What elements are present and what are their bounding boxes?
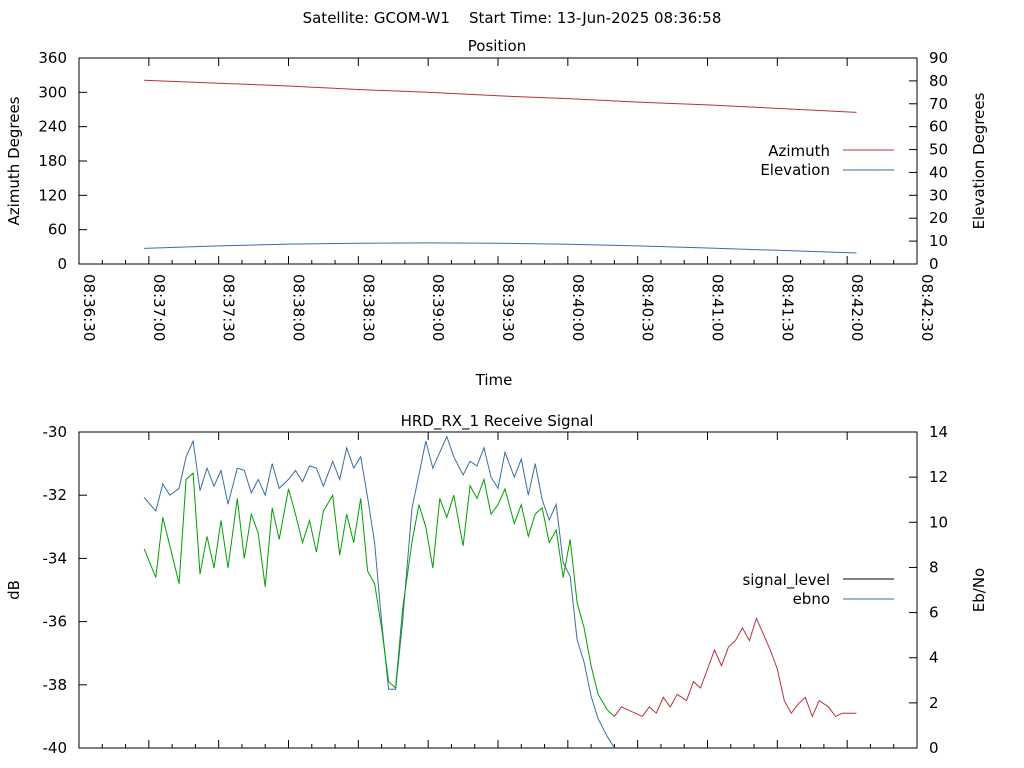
time-tick-label: 08:36:30 <box>80 274 98 341</box>
time-tick-label: 08:39:30 <box>499 274 517 341</box>
ebno-tick-label: 10 <box>929 513 948 531</box>
db-tick-label: -38 <box>43 676 68 694</box>
ebno-series-line <box>143 435 615 749</box>
position-axis-ticks: 0 60 120 180 240 300 360 0 10 20 30 40 50 60 70 80 90 08:… <box>38 49 948 341</box>
ebno-tick-label: 0 <box>929 739 939 757</box>
ebno-tick-label: 2 <box>929 694 939 712</box>
time-tick-label: 08:38:30 <box>359 274 377 341</box>
time-tick-label: 08:39:00 <box>429 274 447 341</box>
position-series <box>144 79 857 254</box>
signal-plot-frame <box>78 431 918 749</box>
elevation-tick-label: 70 <box>929 95 948 113</box>
signal-chart: HRD_RX_1 Receive Signal -40-38-36-34-32-… <box>5 412 988 757</box>
time-tick-label: 08:37:00 <box>150 274 168 341</box>
azimuth-axis-label: Azimuth Degrees <box>5 96 23 225</box>
time-tick-label: 08:37:30 <box>220 274 238 341</box>
db-tick-label: -36 <box>43 613 68 631</box>
elevation-tick-label: 0 <box>929 255 939 273</box>
db-tick-label: -32 <box>43 486 68 504</box>
db-tick-label: -30 <box>43 423 68 441</box>
db-tick-label: -40 <box>43 739 68 757</box>
position-legend: Azimuth Elevation <box>760 142 894 179</box>
signal-axis-ticks: -40 -38 -36 -34 -32 -30 0 2 4 6 8 10 12 14 <box>43 423 949 757</box>
ebno-tick-label: 8 <box>929 558 939 576</box>
time-tick-label: 08:42:00 <box>848 274 866 341</box>
azimuth-tick-label: 180 <box>38 152 67 170</box>
azimuth-tick-label: 60 <box>48 221 67 239</box>
elevation-tick-label: 10 <box>929 232 948 250</box>
azimuth-tick-label: 0 <box>57 255 67 273</box>
signal-level-strong-line <box>143 472 615 717</box>
time-tick-label: 08:41:30 <box>778 274 796 341</box>
legend-azimuth-label: Azimuth <box>768 142 830 160</box>
azimuth-series-line <box>144 79 857 113</box>
db-tick-label: -34 <box>43 549 68 567</box>
position-chart-title: Position <box>468 37 526 55</box>
ebno-tick-label: 6 <box>929 604 939 622</box>
elevation-tick-label: 20 <box>929 209 948 227</box>
ebno-tick-label: 4 <box>929 649 939 667</box>
elevation-axis-label: Elevation Degrees <box>970 92 988 229</box>
azimuth-tick-label: 120 <box>38 186 67 204</box>
azimuth-tick-label: 300 <box>38 83 67 101</box>
time-axis-label: Time <box>475 371 513 389</box>
ebno-tick-label: 12 <box>929 468 948 486</box>
db-axis-label: dB <box>5 580 23 600</box>
time-tick-label: 08:40:30 <box>639 274 657 341</box>
position-chart: Position 0 60 120 180 240 300 360 0 10 20 30 40 50 60… <box>5 37 988 389</box>
ebno-tick-label: 14 <box>929 423 948 441</box>
legend-signal-level-label: signal_level <box>742 571 830 590</box>
signal-chart-title: HRD_RX_1 Receive Signal <box>401 412 594 431</box>
time-tick-label: 08:38:00 <box>290 274 308 341</box>
time-tick-label: 08:40:00 <box>569 274 587 341</box>
elevation-tick-label: 60 <box>929 118 948 136</box>
elevation-tick-label: 40 <box>929 163 948 181</box>
time-tick-label: 08:42:30 <box>918 274 936 341</box>
elevation-series-line <box>144 242 857 254</box>
time-tick-label: 08:41:00 <box>709 274 727 341</box>
legend-ebno-label: ebno <box>793 590 830 608</box>
elevation-tick-label: 90 <box>929 49 948 67</box>
azimuth-tick-label: 240 <box>38 118 67 136</box>
chart-header-title: Satellite: GCOM-W1 Start Time: 13-Jun-20… <box>303 9 722 27</box>
signal-legend: signal_level ebno <box>742 571 894 608</box>
legend-elevation-label: Elevation <box>760 161 830 179</box>
ebno-axis-label: Eb/No <box>970 568 988 612</box>
azimuth-tick-label: 360 <box>38 49 67 67</box>
signal-series <box>143 435 857 749</box>
elevation-tick-label: 80 <box>929 72 948 90</box>
elevation-tick-label: 50 <box>929 141 948 159</box>
elevation-tick-label: 30 <box>929 186 948 204</box>
signal-level-weak-line <box>613 616 857 718</box>
